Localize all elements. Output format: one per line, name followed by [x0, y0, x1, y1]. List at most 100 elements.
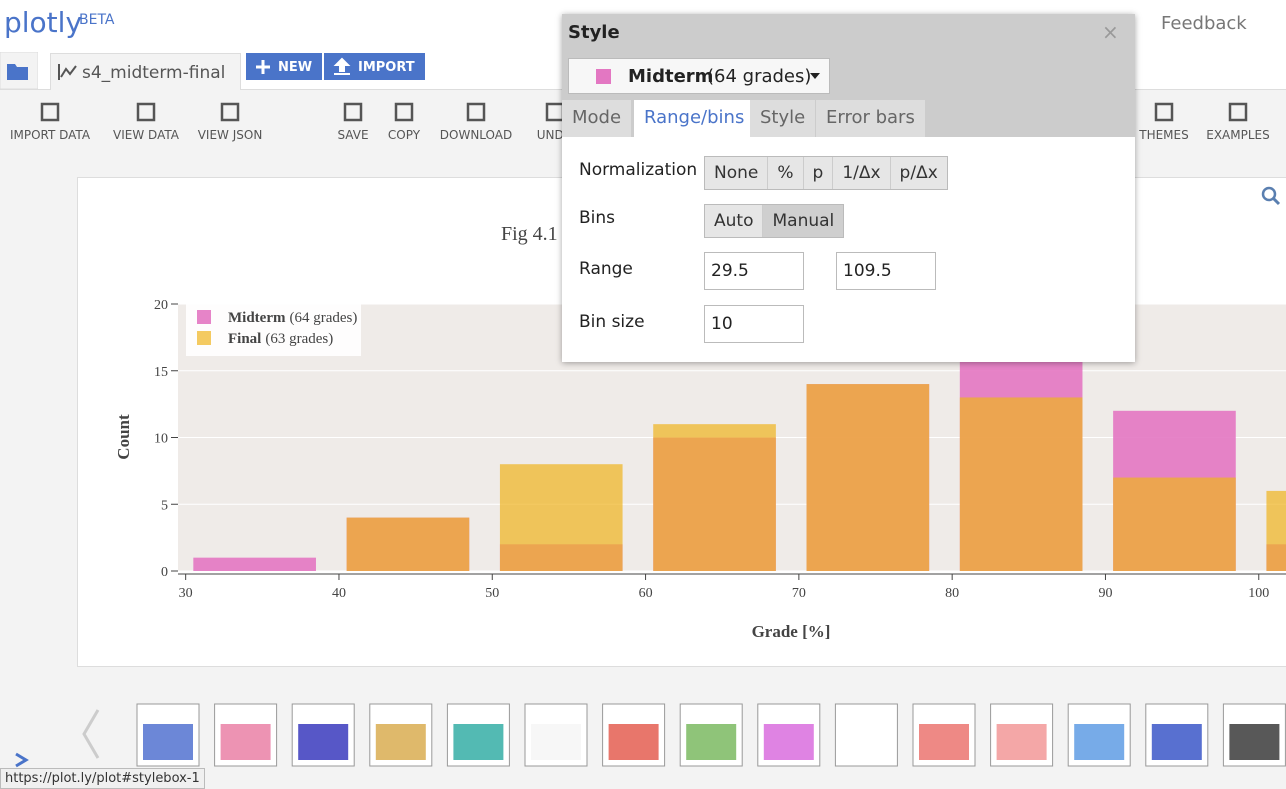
histogram-bar [806, 384, 930, 571]
toolbar-icon [466, 102, 486, 122]
x-axis-title: Grade [%] [752, 622, 831, 641]
x-tick-label: 60 [639, 586, 653, 601]
prev-arrow[interactable] [82, 709, 100, 759]
icon-shape [1154, 102, 1174, 122]
legend-note: (64 grades) [289, 310, 357, 326]
x-tick-label: 40 [332, 586, 346, 601]
bins-options: Auto Manual [704, 204, 845, 238]
thumbnail-art [996, 724, 1047, 760]
expand-arrow[interactable] [15, 752, 29, 768]
legend-name: Final [228, 331, 261, 347]
toolbar-button[interactable]: IMPORT DATA [9, 128, 91, 142]
panel-title: Style [568, 22, 620, 43]
range-label: Range [579, 259, 633, 279]
new-button[interactable]: NEW [246, 53, 323, 80]
file-tab[interactable]: s4_midterm-final [50, 53, 241, 90]
thumbnail-art [919, 724, 969, 760]
histogram-bar [1266, 490, 1286, 571]
bin-size-label: Bin size [579, 312, 645, 332]
histogram-bar [653, 424, 776, 571]
toolbar-icon [394, 102, 414, 122]
file-name: s4_midterm-final [82, 63, 226, 83]
legend-swatch [197, 331, 211, 345]
legend-entry: Midterm (64 grades) [228, 310, 357, 326]
thumbnail-art [1074, 724, 1125, 760]
normalization-option[interactable]: % [768, 157, 804, 189]
thumbnail-art [220, 724, 271, 760]
toolbar-button[interactable]: EXAMPLES [1206, 128, 1270, 142]
toolbar-button[interactable]: COPY [387, 128, 421, 142]
zoom-icon[interactable] [1260, 185, 1282, 207]
caret [810, 73, 820, 79]
range-start[interactable]: 29.5 [704, 252, 804, 290]
close-button[interactable]: × [1102, 20, 1119, 44]
bins-label: Bins [579, 208, 616, 228]
logo[interactable]: plotly [4, 6, 83, 39]
legend-name: Midterm [228, 310, 286, 326]
toolbar-button[interactable]: THEMES [1139, 128, 1189, 142]
toolbar-button[interactable]: VIEW DATA [113, 128, 179, 142]
toolbar-icon [1154, 102, 1174, 122]
status-bar: https://plot.ly/plot#stylebox-1 [0, 768, 205, 789]
icon-shape [220, 102, 240, 122]
toolbar-icon [220, 102, 240, 122]
toolbar-icon [1228, 102, 1248, 122]
icon-shape [40, 102, 60, 122]
feedback-link[interactable]: Feedback [1161, 13, 1247, 34]
toolbar-button[interactable]: DOWNLOAD [439, 128, 513, 142]
y-tick-label: 5 [161, 498, 168, 513]
icon-shape [1228, 102, 1248, 122]
icon-shape [394, 102, 414, 122]
normalization-label: Normalization [579, 160, 698, 180]
x-tick-label: 50 [485, 586, 499, 601]
style-panel: Style × Midterm (64 grades) Mode Range/bi… [562, 14, 1135, 362]
icon-shape [136, 102, 156, 122]
bins-option[interactable]: Manual [763, 205, 844, 237]
upload-icon [333, 57, 351, 75]
icon-shape [466, 102, 486, 122]
thumbnail-art [686, 724, 737, 760]
x-tick-label: 90 [1098, 586, 1112, 601]
trace-selector[interactable]: Midterm (64 grades) [568, 58, 830, 94]
bins-option[interactable]: Auto [705, 205, 764, 237]
bin-size-input[interactable]: 10 [704, 305, 804, 343]
y-axis-title: Count [114, 414, 133, 460]
panel-tab[interactable]: Mode [562, 100, 632, 137]
panel-tab[interactable]: Error bars [816, 100, 925, 137]
chart: 0 5 10 15 20 30 40 50 60 70 80 90 100 Fig 4.1 Grade [%… [114, 223, 1286, 641]
new-label: NEW [278, 60, 313, 75]
toolbar-button[interactable]: VIEW JSON [197, 128, 263, 142]
y-tick-label: 10 [154, 432, 168, 447]
normalization-option[interactable]: None [705, 157, 769, 189]
icon-shape [545, 102, 565, 122]
folder-tab[interactable] [0, 52, 38, 89]
import-button[interactable]: IMPORT [324, 53, 425, 80]
x-tick-label: 100 [1248, 586, 1269, 601]
panel-tab[interactable]: Style [750, 100, 816, 137]
badge: BETA [79, 12, 115, 28]
thumbnail-art [298, 724, 349, 760]
plus-icon [256, 60, 270, 74]
histogram-bar [959, 397, 1083, 571]
normalization-options: None% p 1/Δx p/Δx [704, 156, 948, 190]
normalization-option[interactable]: p [804, 157, 834, 189]
normalization-option[interactable]: p/Δx [899, 163, 938, 183]
toolbar-icon [343, 102, 363, 122]
trace-note: (64 grades) [707, 66, 812, 87]
thumbnail-art [841, 724, 892, 760]
trace-swatch [596, 69, 611, 84]
y-tick-label: 0 [161, 565, 168, 580]
chart-title: Fig 4.1 [501, 223, 558, 245]
panel-tab[interactable]: Range/bins [634, 100, 755, 137]
range-end[interactable]: 109.5 [836, 252, 936, 290]
legend-entry: Final (63 grades) [228, 331, 333, 347]
thumbnail-art [608, 724, 659, 760]
toolbar-button[interactable]: SAVE [337, 128, 369, 142]
histogram-bar [1113, 477, 1236, 571]
thumbnail-art [531, 724, 581, 760]
import-label: IMPORT [358, 60, 415, 75]
y-tick-label: 20 [154, 298, 168, 313]
normalization-option[interactable]: 1/Δx [833, 157, 891, 189]
x-tick-label: 70 [792, 586, 806, 601]
